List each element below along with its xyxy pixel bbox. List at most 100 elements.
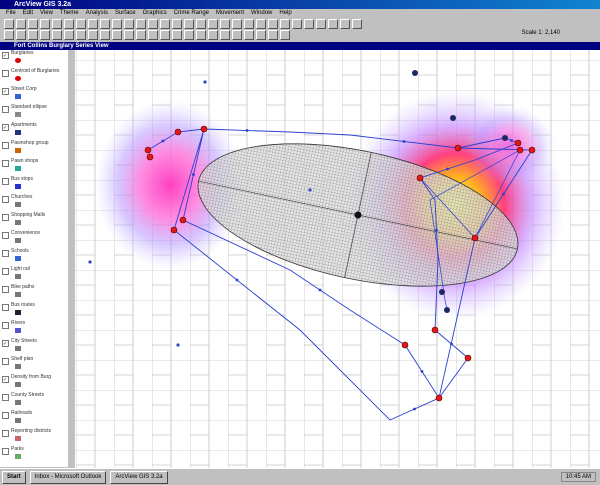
layer-checkbox[interactable]: ✓ bbox=[2, 88, 9, 95]
toolbar-button[interactable] bbox=[100, 29, 110, 40]
toolbar-button[interactable] bbox=[40, 29, 50, 40]
toolbar-button[interactable] bbox=[184, 18, 194, 29]
toolbar-button[interactable] bbox=[292, 18, 302, 29]
path-vertex bbox=[450, 342, 453, 346]
layer-checkbox[interactable]: ✓ bbox=[2, 340, 9, 347]
layer-checkbox[interactable] bbox=[2, 322, 9, 329]
toolbar-button[interactable] bbox=[244, 29, 254, 40]
menu-item[interactable]: Movement bbox=[216, 10, 245, 16]
toolbar-button[interactable] bbox=[340, 18, 350, 29]
layer-checkbox[interactable]: ✓ bbox=[2, 376, 9, 383]
toolbar-button[interactable] bbox=[268, 18, 278, 29]
menu-item[interactable]: Analysis bbox=[85, 10, 108, 16]
toolbar-button[interactable] bbox=[136, 29, 146, 40]
layer-checkbox[interactable]: ✓ bbox=[2, 52, 9, 59]
toolbar-button[interactable] bbox=[280, 29, 290, 40]
toolbar-button[interactable] bbox=[124, 29, 134, 40]
path-vertex bbox=[318, 288, 322, 292]
layer-checkbox[interactable] bbox=[2, 142, 9, 149]
toolbar-button[interactable] bbox=[256, 18, 266, 29]
toolbar-button[interactable] bbox=[232, 29, 242, 40]
layer-checkbox[interactable] bbox=[2, 214, 9, 221]
layer-checkbox[interactable] bbox=[2, 304, 9, 311]
toolbar-button[interactable] bbox=[232, 18, 242, 29]
menu-item[interactable]: View bbox=[40, 10, 53, 16]
path-vertex bbox=[161, 139, 165, 143]
toolbar-button[interactable] bbox=[316, 18, 326, 29]
toolbar-button[interactable] bbox=[328, 18, 338, 29]
layer-checkbox[interactable] bbox=[2, 394, 9, 401]
menu-item[interactable]: Graphics bbox=[142, 10, 167, 16]
layer-checkbox[interactable] bbox=[2, 358, 9, 365]
layer-checkbox[interactable] bbox=[2, 196, 9, 203]
toolbar-button[interactable] bbox=[172, 29, 182, 40]
toolbar-button[interactable] bbox=[136, 18, 146, 29]
menu-item[interactable]: File bbox=[6, 10, 16, 16]
toolbar-button[interactable] bbox=[52, 29, 62, 40]
burglary bbox=[200, 125, 208, 133]
toolbar-button[interactable] bbox=[52, 18, 62, 29]
layer-checkbox[interactable] bbox=[2, 178, 9, 185]
toolbar-button[interactable] bbox=[76, 18, 86, 29]
menu-item[interactable]: Window bbox=[251, 10, 273, 16]
layer-checkbox[interactable]: ✓ bbox=[2, 124, 9, 131]
toolbar-button[interactable] bbox=[208, 29, 218, 40]
menu-item[interactable]: Crime Range bbox=[173, 10, 210, 16]
menu-item[interactable]: Theme bbox=[59, 10, 79, 16]
layer-checkbox[interactable] bbox=[2, 268, 9, 275]
toolbar-button[interactable] bbox=[172, 18, 182, 29]
menu-item[interactable]: Surface bbox=[114, 10, 136, 16]
toolbar-button[interactable] bbox=[64, 29, 74, 40]
toolbar-button[interactable] bbox=[280, 18, 290, 29]
layer-checkbox[interactable] bbox=[2, 286, 9, 293]
toolbar-button[interactable] bbox=[256, 29, 266, 40]
layer-checkbox[interactable] bbox=[2, 412, 9, 419]
view-title: Fort Collins Burglary Series View bbox=[0, 42, 600, 50]
toolbar-button[interactable] bbox=[16, 18, 26, 29]
toolbar-button[interactable] bbox=[196, 29, 206, 40]
toolbar-button[interactable] bbox=[88, 29, 98, 40]
toolbar-button[interactable] bbox=[304, 18, 314, 29]
menu-item[interactable]: Edit bbox=[22, 10, 34, 16]
toolbar-button[interactable] bbox=[112, 18, 122, 29]
toolbar-button[interactable] bbox=[16, 29, 26, 40]
toolbar-button[interactable] bbox=[220, 29, 230, 40]
toolbar-button[interactable] bbox=[244, 18, 254, 29]
start-button[interactable]: Start bbox=[2, 470, 26, 484]
toolbar-button[interactable] bbox=[40, 18, 50, 29]
toolbar-button[interactable] bbox=[148, 18, 158, 29]
toolbar-button[interactable] bbox=[4, 29, 14, 40]
burglary bbox=[528, 146, 536, 154]
toolbar-button[interactable] bbox=[160, 29, 170, 40]
toolbar-button[interactable] bbox=[268, 29, 278, 40]
toolbar-button[interactable] bbox=[28, 18, 38, 29]
toolbar-button[interactable] bbox=[220, 18, 230, 29]
toolbar-button[interactable] bbox=[88, 18, 98, 29]
toolbar-button[interactable] bbox=[148, 29, 158, 40]
toolbar-button[interactable] bbox=[112, 29, 122, 40]
layer-checkbox[interactable] bbox=[2, 250, 9, 257]
toolbar-button[interactable] bbox=[124, 18, 134, 29]
taskbar-item[interactable]: ArcView GIS 3.2a bbox=[110, 470, 168, 484]
layer-checkbox[interactable] bbox=[2, 160, 9, 167]
layer-name: County Streets bbox=[11, 392, 45, 398]
toolbar-button[interactable] bbox=[196, 18, 206, 29]
toolbar-button[interactable] bbox=[208, 18, 218, 29]
layer-symbol bbox=[15, 382, 21, 387]
toolbar-button[interactable] bbox=[184, 29, 194, 40]
menu-item[interactable]: Help bbox=[279, 10, 292, 16]
layer-checkbox[interactable] bbox=[2, 430, 9, 437]
toolbar-button[interactable] bbox=[352, 18, 362, 29]
toolbar-button[interactable] bbox=[76, 29, 86, 40]
layer-checkbox[interactable] bbox=[2, 448, 9, 455]
taskbar-item[interactable]: Inbox - Microsoft Outlook bbox=[29, 470, 107, 484]
layer-checkbox[interactable] bbox=[2, 70, 9, 77]
layer-checkbox[interactable] bbox=[2, 232, 9, 239]
layer-checkbox[interactable] bbox=[2, 106, 9, 113]
toolbar-button[interactable] bbox=[160, 18, 170, 29]
toolbar-button[interactable] bbox=[100, 18, 110, 29]
toolbar-button[interactable] bbox=[28, 29, 38, 40]
toolbar-button[interactable] bbox=[4, 18, 14, 29]
apartment bbox=[450, 115, 456, 121]
toolbar-button[interactable] bbox=[64, 18, 74, 29]
